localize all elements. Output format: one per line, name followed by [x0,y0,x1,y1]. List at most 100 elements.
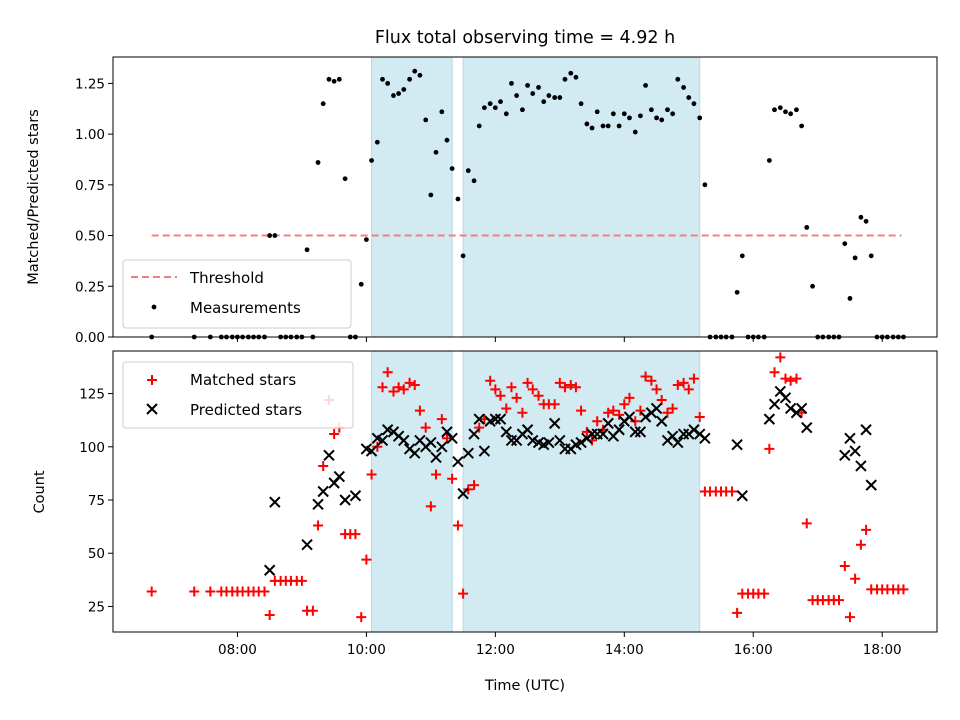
legend-matched-swatch [147,375,157,385]
measurement-point [766,158,772,163]
matched-stars-point [565,380,576,391]
measurement-point [417,72,423,78]
matched-stars-point [592,416,603,427]
measurement-point [739,253,745,259]
matched-stars-point [769,367,780,378]
matched-stars-point [318,460,329,471]
predicted-stars-point [317,485,329,498]
shaded-interval-1 [371,56,453,338]
predicted-stars-point [457,487,469,500]
top-shaded-regions [371,56,701,338]
predicted-stars-point [784,402,797,415]
measurement-point [374,139,380,145]
legend-threshold-label: Threshold [189,269,264,287]
measurement-point [621,111,627,117]
predicted-stars-point [699,432,711,444]
x-tick-label: 16:00 [734,642,773,658]
predicted-stars-point [602,417,614,430]
measurement-point [584,121,590,127]
matched-stars-point [576,405,587,416]
matched-stars-point [398,384,409,395]
matched-stars-point [436,414,447,425]
matched-stars-point [688,373,699,384]
measurement-point [868,253,874,259]
measurement-point [810,283,815,289]
predicted-stars-point [473,413,485,425]
predicted-stars-point [349,490,362,502]
measurement-point [772,107,777,113]
measurement-point [498,99,503,105]
predicted-stars-point [436,441,448,453]
measurement-point [396,91,402,96]
measurement-point [632,129,638,135]
predicted-stars-point [452,455,464,468]
matched-stars-point [678,377,689,388]
measurement-point [471,178,477,184]
measurement-point [342,176,348,182]
measurement-point [315,160,321,165]
measurement-point [433,149,439,155]
measurement-point [573,74,579,80]
measurement-point [514,93,520,98]
predicted-stars-point [839,449,851,462]
predicted-stars-point [446,432,458,444]
measurement-point [697,115,703,121]
y-tick-label: 125 [79,387,105,403]
x-tick-label: 12:00 [476,642,515,658]
y-tick-label: 0.25 [75,279,105,295]
bottom-legend-box [122,361,354,429]
measurement-point [681,85,687,90]
x-axis-label: Time (UTC) [484,678,565,694]
y-tick-label: 0.75 [75,178,105,194]
measurement-point [842,241,848,247]
top-legend-box [122,259,352,329]
matched-stars-point [683,384,694,395]
top-panel: 0.00 0.25 0.50 0.75 1.00 1.25 Matched/Predict… [26,56,938,346]
matched-stars-point [382,367,393,378]
measurement-point [363,237,369,243]
predicted-stars-point [333,470,346,483]
matched-stars-point [377,382,388,393]
matched-stars-point [511,392,522,403]
predicted-stars-point [263,564,276,576]
predicted-stars-point [339,494,351,506]
top-y-axis-ticks: 0.00 0.25 0.50 0.75 1.00 1.25 [75,76,113,346]
predicted-stars-point [639,411,652,423]
predicted-stars-point [634,426,647,438]
matched-stars-point [264,609,275,620]
predicted-stars-point [849,445,861,457]
matched-stars-point [447,473,458,484]
measurement-point [267,233,273,238]
predicted-stars-point [323,449,335,462]
measurement-point [536,85,541,90]
matched-stars-point [833,595,844,606]
measurement-point [385,80,391,86]
predicted-stars-point [500,426,513,438]
matched-stars-point [614,409,625,420]
measurement-point [412,68,418,74]
matched-stars-point [759,588,770,599]
y-tick-label: 1.25 [75,76,105,92]
predicted-stars-point [688,424,700,436]
measurement-point [863,218,869,224]
predicted-stars-point [505,434,518,447]
matched-stars-point [361,554,372,565]
predicted-stars-point [623,411,636,423]
measurement-point [670,111,676,117]
matched-stars-point [780,373,791,384]
bottom-plot-marks [146,352,909,623]
predicted-stars-point [462,447,474,459]
predicted-stars-point [763,413,776,425]
measurement-point [423,117,429,123]
matched-stars-point [388,386,399,397]
predicted-stars-point [865,479,877,491]
measurement-point [476,123,482,129]
matched-stars-point [630,416,641,427]
legend-predicted-label: Predicted stars [190,401,302,419]
matched-stars-point [646,375,657,386]
predicted-stars-point [844,432,856,444]
measurement-point [326,76,332,82]
measurement-point [783,109,788,115]
measurement-point [380,76,385,82]
matched-stars-point [189,586,200,597]
